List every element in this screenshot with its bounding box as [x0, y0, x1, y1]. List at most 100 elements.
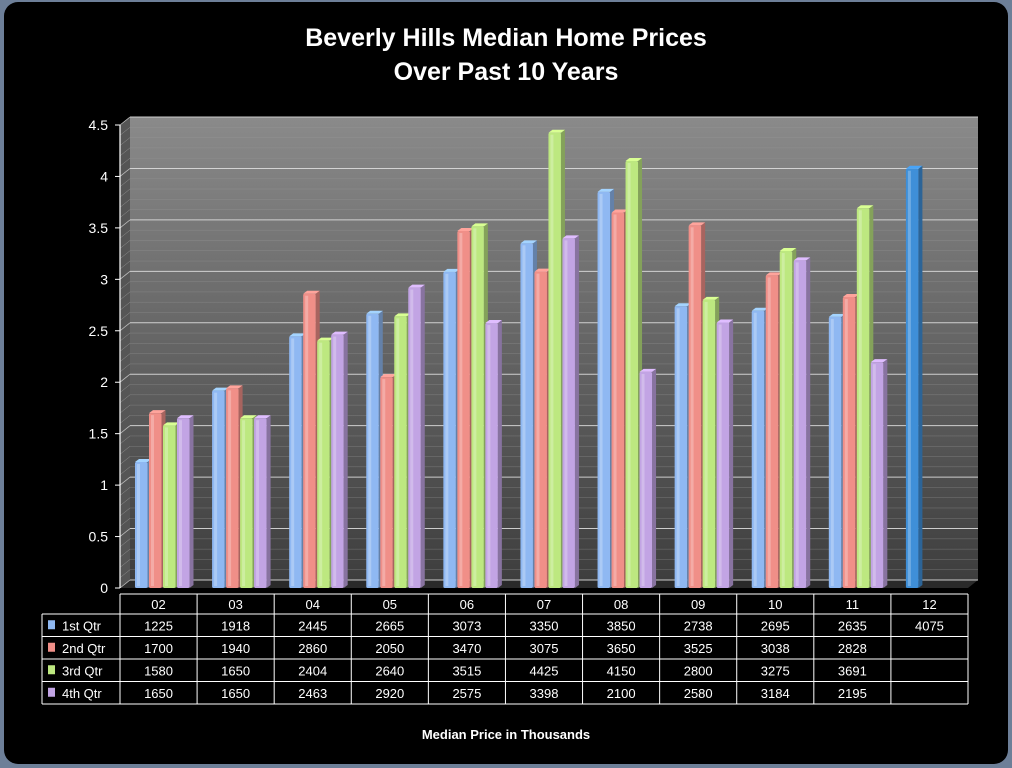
bar-front	[611, 212, 625, 588]
data-label: 1225	[144, 618, 173, 633]
bar-top	[625, 158, 643, 162]
bar-highlight	[305, 295, 309, 586]
bar-front	[380, 377, 393, 588]
gridline-side	[119, 404, 131, 414]
data-label: 4425	[530, 663, 559, 678]
data-label: 1650	[221, 663, 250, 678]
legend-swatch	[48, 665, 55, 675]
bar-side	[266, 415, 271, 588]
bar-top	[163, 422, 180, 426]
bar-top	[548, 129, 565, 133]
bar-highlight	[368, 315, 372, 586]
y-tick-label: 3.5	[89, 220, 109, 236]
gridline-side	[119, 528, 131, 537]
gridline-side	[119, 466, 131, 475]
bar-top	[751, 307, 769, 311]
bar-highlight	[858, 210, 862, 586]
bar-top	[366, 310, 383, 314]
bar-top	[520, 240, 537, 244]
x-tick-label: 05	[383, 597, 397, 612]
data-label: 3350	[530, 618, 559, 633]
legend-swatch	[48, 642, 55, 652]
y-tick-label: 1.5	[89, 426, 109, 442]
bar-highlight	[137, 463, 140, 586]
data-label: 2404	[298, 663, 327, 678]
bar-front	[562, 238, 575, 589]
gridline-side	[119, 497, 131, 506]
bar-highlight	[536, 273, 540, 586]
data-label: 4150	[607, 663, 636, 678]
bar-top	[639, 368, 657, 372]
bar-top	[674, 303, 692, 307]
bar-highlight	[564, 240, 568, 587]
bar-highlight	[753, 312, 757, 586]
gridline-side	[119, 579, 131, 589]
data-label: 2738	[684, 618, 713, 633]
bar-front	[674, 306, 688, 588]
bar-front	[366, 313, 379, 588]
bar-highlight	[214, 392, 218, 586]
data-label: 1918	[221, 618, 250, 633]
gridline-side	[119, 199, 131, 208]
bar-highlight	[473, 228, 477, 586]
y-tick-label: 2.5	[89, 323, 109, 339]
data-label: 2195	[838, 686, 867, 701]
legend-swatch	[48, 620, 55, 630]
y-tick-label: 3	[100, 271, 108, 287]
data-label: 4075	[915, 618, 944, 633]
bar-highlight	[613, 214, 617, 586]
bar-front	[856, 208, 870, 588]
y-tick-label: 4.5	[89, 117, 109, 133]
gridline-side	[119, 332, 131, 342]
data-label: 3184	[761, 686, 790, 701]
gridline-side	[119, 518, 131, 527]
bar-front	[625, 161, 639, 588]
bar-highlight	[291, 338, 295, 586]
bar-side	[729, 319, 734, 588]
y-tick-label: 4	[100, 168, 108, 184]
bar-highlight	[767, 277, 771, 586]
data-label: 2860	[298, 641, 327, 656]
legend-label: 4th Qtr	[62, 686, 102, 701]
gridline-side	[119, 343, 131, 352]
data-label: 2463	[298, 686, 327, 701]
bar-side	[883, 359, 888, 588]
bar	[905, 165, 923, 588]
bar-front	[779, 251, 793, 589]
bar	[254, 415, 271, 588]
bar-top	[562, 235, 579, 239]
bar-highlight	[830, 318, 834, 586]
bar	[177, 415, 194, 588]
data-label: 2445	[298, 618, 327, 633]
gridline-side	[119, 569, 131, 578]
bar-front	[639, 371, 653, 588]
gridline-side	[119, 435, 131, 445]
bar-highlight	[445, 273, 449, 586]
bar-front	[149, 413, 162, 588]
data-label: 1700	[144, 641, 173, 656]
gridline-side	[119, 559, 131, 568]
bar-side	[420, 284, 425, 588]
gridline-side	[119, 302, 131, 311]
bar-front	[135, 461, 148, 588]
gridline-side	[119, 291, 131, 301]
bar-front	[289, 336, 302, 588]
bar-front	[177, 418, 190, 588]
bar-highlight	[396, 318, 400, 586]
bar-front	[548, 132, 561, 588]
gridline-side	[119, 147, 131, 156]
gridline-side	[119, 363, 131, 373]
data-label: 3038	[761, 641, 790, 656]
bar-top	[828, 313, 846, 317]
x-tick-label: 06	[460, 597, 474, 612]
bar-front	[597, 191, 611, 588]
bar-highlight	[151, 415, 154, 586]
bar	[870, 359, 888, 588]
bar-front	[765, 275, 779, 588]
data-label: 3470	[452, 641, 481, 656]
gridline-side	[119, 158, 131, 167]
legend-swatch	[48, 687, 55, 697]
bar-front	[303, 293, 316, 588]
bar-highlight	[179, 420, 182, 586]
